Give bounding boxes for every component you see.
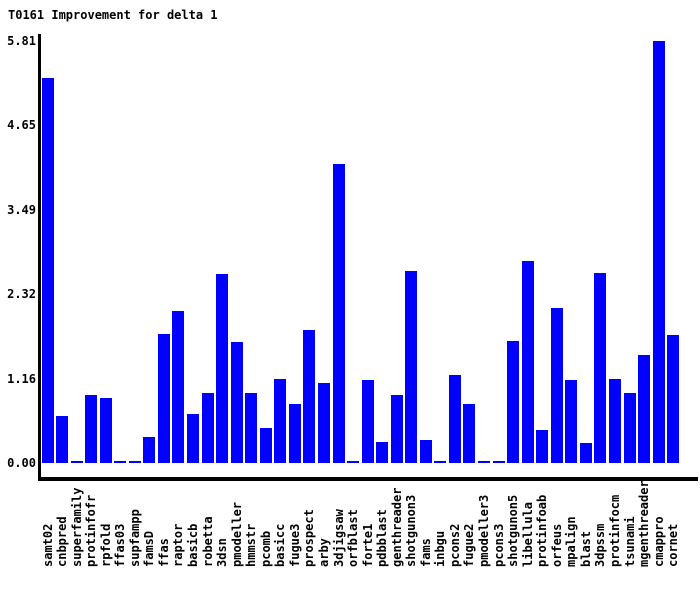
- bar-samt02: [41, 78, 54, 463]
- x-tick-label-tsunami: tsunami: [622, 516, 637, 567]
- x-tick-label-hmmstr: hmmstr: [244, 523, 259, 567]
- bar-cmappro: [652, 41, 665, 463]
- x-tick-label-protinfoab: protinfoab: [535, 494, 550, 567]
- x-tick-label-ffas: ffas: [156, 538, 171, 567]
- x-tick-label-pmodeller3: pmodeller3: [477, 494, 491, 567]
- bar-forte1: [361, 380, 374, 463]
- bar-shotgunon5: [507, 340, 520, 463]
- x-tick-label-supfampp: supfampp: [127, 509, 142, 567]
- x-tick-label-pcomb: pcomb: [258, 530, 273, 567]
- bar-protinfocm: [608, 379, 621, 463]
- y-tick-label: 0.00: [7, 456, 36, 470]
- x-tick-label-fugue2: fugue2: [462, 523, 477, 567]
- bar-ffas: [157, 333, 170, 463]
- bar-pcons2: [448, 375, 461, 463]
- chart-title: T0161 Improvement for delta 1: [8, 8, 218, 22]
- x-tick-label-famsD: famsD: [142, 530, 157, 567]
- x-tick-label-orfblast: orfblast: [346, 509, 361, 567]
- x-tick-label-mgenthreader: mgenthreader: [637, 480, 652, 567]
- bar-arby: [317, 383, 330, 463]
- x-axis-line: [38, 477, 698, 481]
- bar-ffas03: [114, 460, 127, 463]
- y-tick-label: 5.81: [7, 34, 36, 48]
- bar-raptor: [172, 311, 185, 463]
- x-tick-label-cornet: cornet: [666, 523, 681, 567]
- bar-famsD: [143, 436, 156, 463]
- x-tick-label-ffas03: ffas03: [113, 523, 128, 567]
- x-tick-label-inbgu: inbgu: [433, 530, 448, 567]
- bar-inbgu: [434, 460, 447, 463]
- y-tick-label: 4.65: [7, 118, 36, 133]
- bar-shotgunon3: [405, 271, 418, 463]
- bar-mgenthreader: [638, 354, 651, 463]
- x-tick-label-prospect: prospect: [302, 509, 317, 567]
- x-tick-label-mpalign: mpalign: [564, 516, 579, 567]
- bar-tsunami: [623, 393, 636, 463]
- x-tick-label-fams: fams: [418, 538, 433, 567]
- bar-orfblast: [347, 460, 360, 463]
- bar-3dsn: [216, 274, 229, 463]
- bar-robetta: [201, 393, 214, 463]
- x-tick-label-robetta: robetta: [200, 516, 215, 567]
- x-tick-label-samt02: samt02: [40, 523, 55, 567]
- bar-prospect: [303, 330, 316, 463]
- bar-supfampp: [128, 460, 141, 463]
- bar-genthreader: [390, 394, 403, 463]
- x-tick-label-protinfocm: protinfocm: [607, 494, 622, 567]
- bar-cornet: [667, 335, 680, 463]
- y-tick-label: 2.32: [7, 287, 36, 302]
- x-tick-label-3djigsaw: 3djigsaw: [331, 509, 346, 567]
- x-tick-label-shotgunon5: shotgunon5: [506, 494, 521, 567]
- bar-pmodeller3: [478, 460, 490, 463]
- bar-superfamily: [70, 460, 83, 463]
- x-tick-label-arby: arby: [316, 538, 331, 567]
- bar-pcons3: [492, 460, 505, 463]
- y-tick-label: 3.49: [7, 202, 36, 217]
- x-tick-label-pcons2: pcons2: [447, 523, 462, 567]
- bar-blast: [579, 442, 592, 463]
- x-tick-label-basicc: basicc: [273, 523, 288, 567]
- x-tick-label-superfamily: superfamily: [69, 487, 84, 567]
- bar-rpfold: [99, 397, 112, 463]
- bar-3dpssm: [594, 272, 607, 463]
- x-tick-label-cmappro: cmappro: [651, 516, 666, 567]
- bar-protinfofr: [85, 394, 98, 463]
- bar-mpalign: [565, 380, 578, 463]
- x-tick-label-3dsn: 3dsn: [215, 538, 230, 567]
- bar-fugue2: [463, 404, 476, 463]
- x-tick-label-pdbblast: pdbblast: [375, 509, 390, 567]
- x-tick-label-pcons3: pcons3: [491, 523, 506, 567]
- bar-fugue3: [288, 404, 301, 463]
- bar-basicb: [187, 413, 199, 463]
- bar-orfeus: [550, 308, 563, 463]
- bar-cnbpred: [56, 415, 69, 463]
- x-tick-label-raptor: raptor: [171, 523, 186, 567]
- x-tick-label-fugue3: fugue3: [287, 523, 302, 567]
- x-tick-label-blast: blast: [578, 530, 593, 567]
- x-tick-label-shotgunon3: shotgunon3: [404, 494, 419, 567]
- x-tick-label-3dpssm: 3dpssm: [593, 523, 608, 567]
- bar-basicc: [274, 379, 287, 463]
- y-axis-line: [38, 34, 41, 481]
- x-tick-label-rpfold: rpfold: [98, 523, 113, 567]
- bar-protinfoab: [536, 430, 549, 463]
- bar-hmmstr: [245, 393, 258, 463]
- x-tick-label-libellula: libellula: [520, 501, 535, 567]
- bar-pmodeller: [230, 341, 243, 463]
- y-tick-label: 1.16: [7, 371, 36, 386]
- x-tick-label-basicb: basicb: [186, 523, 200, 567]
- bar-3djigsaw: [332, 163, 345, 463]
- x-tick-label-protinfofr: protinfofr: [84, 494, 99, 567]
- x-tick-label-pmodeller: pmodeller: [229, 501, 244, 567]
- bar-libellula: [521, 261, 534, 463]
- x-tick-label-orfeus: orfeus: [549, 523, 564, 567]
- bar-pcomb: [259, 428, 272, 463]
- x-tick-label-genthreader: genthreader: [389, 487, 404, 567]
- x-tick-label-forte1: forte1: [360, 523, 375, 567]
- bar-pdbblast: [376, 441, 389, 463]
- x-tick-label-cnbpred: cnbpred: [55, 516, 70, 567]
- bar-fams: [419, 439, 432, 463]
